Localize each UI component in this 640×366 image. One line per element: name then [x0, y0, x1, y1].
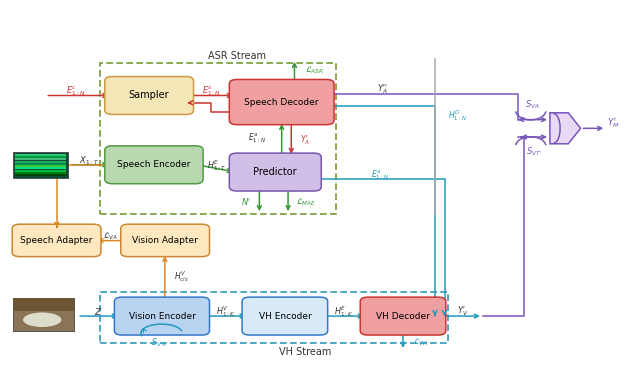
- Bar: [15, 154, 67, 156]
- Bar: [13, 298, 74, 311]
- Bar: [15, 158, 67, 160]
- Bar: [15, 156, 67, 158]
- Text: VH Decoder: VH Decoder: [376, 311, 430, 321]
- FancyBboxPatch shape: [115, 297, 209, 335]
- Text: Speech Decoder: Speech Decoder: [244, 98, 319, 107]
- Bar: [13, 152, 68, 178]
- Text: $Y_A'$: $Y_A'$: [300, 133, 310, 147]
- FancyBboxPatch shape: [360, 297, 446, 335]
- FancyBboxPatch shape: [242, 297, 328, 335]
- Bar: [15, 161, 67, 163]
- FancyBboxPatch shape: [105, 76, 193, 115]
- Ellipse shape: [23, 313, 61, 327]
- Text: $\mathcal{L}_{VA}$: $\mathcal{L}_{VA}$: [103, 230, 118, 242]
- FancyBboxPatch shape: [229, 153, 321, 191]
- Text: ASR Stream: ASR Stream: [208, 51, 266, 61]
- Text: $Y_V'$: $Y_V'$: [457, 305, 468, 318]
- Text: $N'$: $N'$: [241, 196, 252, 207]
- FancyBboxPatch shape: [121, 224, 209, 257]
- Text: $H_{1:T}^E$: $H_{1:T}^E$: [207, 158, 227, 173]
- Bar: [15, 174, 67, 176]
- Bar: [15, 168, 67, 169]
- Text: $Y_M'$: $Y_M'$: [607, 116, 620, 130]
- FancyBboxPatch shape: [12, 224, 101, 257]
- Bar: [15, 170, 67, 172]
- Text: $S_{VA}$: $S_{VA}$: [525, 98, 540, 111]
- Text: $Z$: $Z$: [94, 306, 102, 317]
- Bar: [15, 165, 67, 167]
- Text: $H_{cls}^V$: $H_{cls}^V$: [174, 269, 189, 284]
- FancyBboxPatch shape: [229, 79, 334, 125]
- Bar: [100, 292, 448, 343]
- Text: Speech Encoder: Speech Encoder: [117, 160, 191, 169]
- Text: Predictor: Predictor: [253, 167, 297, 177]
- Text: $E_{1:N}^c$: $E_{1:N}^c$: [67, 85, 86, 98]
- Text: $\mathcal{L}_{MAE}$: $\mathcal{L}_{MAE}$: [296, 196, 316, 208]
- Text: VH Stream: VH Stream: [280, 347, 332, 357]
- Text: $S_{V'A}$: $S_{V'A}$: [151, 336, 167, 349]
- Text: $E_{1:N}^a$: $E_{1:N}^a$: [248, 132, 266, 145]
- Bar: [15, 163, 67, 165]
- FancyBboxPatch shape: [105, 146, 203, 184]
- Text: Vision Encoder: Vision Encoder: [129, 311, 195, 321]
- Text: $H_{1:N}^D$: $H_{1:N}^D$: [448, 108, 467, 123]
- Text: Sampler: Sampler: [129, 90, 170, 101]
- Polygon shape: [550, 113, 580, 144]
- Text: $X_{1:T}$: $X_{1:T}$: [79, 154, 99, 167]
- Text: $Y_A''$: $Y_A''$: [377, 83, 388, 96]
- Bar: [15, 172, 67, 174]
- Text: VH Encoder: VH Encoder: [259, 311, 311, 321]
- Text: Speech Adapter: Speech Adapter: [20, 236, 93, 245]
- Text: $H_{1:K}^E$: $H_{1:K}^E$: [335, 304, 354, 319]
- Bar: [13, 298, 74, 330]
- Text: $\mathcal{L}_{ASR}$: $\mathcal{L}_{ASR}$: [305, 65, 324, 76]
- Text: $\mathcal{L}_{VH}$: $\mathcal{L}_{VH}$: [413, 337, 428, 348]
- Text: $S_{VT'}$: $S_{VT'}$: [525, 146, 542, 158]
- Text: $E_{1:N}^s$: $E_{1:N}^s$: [202, 85, 221, 98]
- Bar: [100, 63, 336, 214]
- Text: $E_{1:N}^a$: $E_{1:N}^a$: [371, 168, 389, 182]
- Text: Vision Adapter: Vision Adapter: [132, 236, 198, 245]
- Text: $H_{1:K}^V$: $H_{1:K}^V$: [216, 304, 236, 319]
